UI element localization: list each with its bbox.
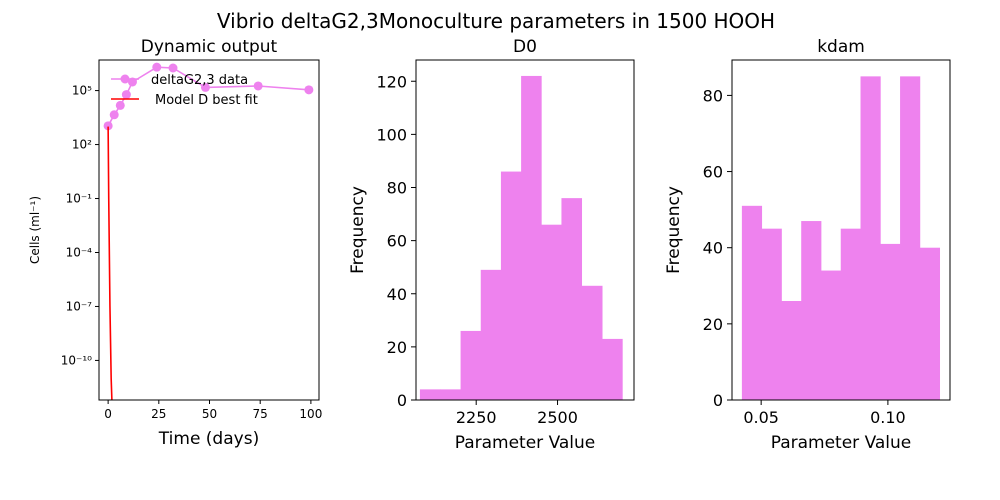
- axes-frame: [415, 59, 635, 401]
- legend: deltaG2,3 data Model D best fit: [111, 73, 258, 108]
- histogram-bar: [741, 205, 763, 400]
- legend-label-data: deltaG2,3 data: [151, 73, 248, 88]
- histogram-bar: [761, 228, 782, 400]
- axes-frame: [731, 59, 951, 401]
- x-tick-label: 0: [104, 407, 112, 421]
- y-tick-label: 10⁻¹⁰: [61, 353, 92, 367]
- x-tick-label: 2500: [537, 408, 578, 427]
- y-tick-label: 10⁵: [72, 84, 92, 98]
- histogram-bar: [561, 198, 583, 400]
- figure-suptitle: Vibrio deltaG2,3Monoculture parameters i…: [217, 9, 775, 33]
- x-tick-label: 0.05: [743, 408, 779, 427]
- histogram-bar: [781, 301, 802, 400]
- data-point: [152, 62, 162, 72]
- data-point: [109, 110, 119, 120]
- y-tick-label: 120: [376, 72, 407, 91]
- histogram-bar: [919, 247, 941, 400]
- x-tick-label: 100: [299, 407, 322, 421]
- y-tick-label: 40: [387, 285, 407, 304]
- y-tick-label: 20: [387, 338, 407, 357]
- y-tick-label: 10²: [72, 138, 92, 152]
- y-axis-label: Cells (ml⁻¹): [28, 196, 42, 264]
- histogram-bar: [900, 76, 921, 401]
- d0-histogram-panel: D0 2250 2500 0 20 40 60 80 100 120 Parameter Value…: [348, 37, 635, 453]
- y-tick-label: 80: [387, 179, 407, 198]
- y-tick-label: 80: [703, 86, 723, 105]
- x-tick-label: 25: [151, 407, 166, 421]
- y-axis-label: Frequency: [664, 186, 684, 274]
- plot-area: [103, 62, 314, 400]
- y-tick-label: 10⁻⁴: [66, 245, 93, 259]
- histogram-bar: [500, 171, 522, 400]
- data-series-line: [107, 66, 309, 127]
- y-tick-label: 10⁻¹: [66, 192, 93, 206]
- histogram-bar: [440, 389, 461, 400]
- histogram-bar: [460, 330, 482, 400]
- data-point: [103, 121, 113, 131]
- histogram-bar: [880, 243, 901, 400]
- panel-title: kdam: [817, 37, 865, 57]
- y-tick-label: 100: [376, 125, 407, 144]
- histogram-bar: [820, 270, 842, 400]
- x-axis-label: Time (days): [158, 429, 259, 449]
- panel-title: Dynamic output: [141, 37, 278, 57]
- panel-title: D0: [513, 37, 537, 57]
- histogram-bar: [521, 75, 542, 400]
- legend-data-marker: [120, 74, 130, 84]
- model-fit-line: [107, 126, 113, 400]
- y-tick-label: 10⁻⁷: [66, 299, 93, 313]
- histogram-bar: [602, 338, 623, 400]
- y-tick-label: 0: [397, 391, 407, 410]
- data-point: [200, 82, 210, 92]
- histogram-bar: [480, 269, 502, 400]
- y-tick-label: 60: [703, 163, 723, 182]
- x-axis-label: Parameter Value: [771, 433, 912, 453]
- x-tick-label: 0.10: [870, 408, 906, 427]
- x-axis-label: Parameter Value: [455, 433, 596, 453]
- histogram-bar: [801, 221, 822, 400]
- histogram-bar: [581, 285, 603, 400]
- y-tick-label: 40: [703, 239, 723, 258]
- histogram-bar: [840, 228, 861, 400]
- data-point: [253, 81, 263, 91]
- y-tick-label: 20: [703, 315, 723, 334]
- data-point: [304, 85, 314, 95]
- x-tick-label: 75: [253, 407, 268, 421]
- data-point: [168, 63, 178, 73]
- data-point: [121, 90, 131, 100]
- histogram-bar: [860, 76, 881, 401]
- x-tick-label: 50: [202, 407, 217, 421]
- histogram-bar: [419, 389, 441, 400]
- y-tick-label: 60: [387, 232, 407, 251]
- y-axis-label: Frequency: [348, 186, 368, 274]
- axes-frame: [98, 59, 320, 401]
- kdam-histogram-panel: kdam 0.05 0.10 0 20 40 60 80 Parameter Value Freq…: [664, 37, 951, 453]
- histogram-bar: [541, 224, 562, 400]
- dynamic-output-panel: Dynamic output 0 25 50 75 100 10⁻¹⁰ 10⁻⁷ 10⁻⁴ 10⁻…: [28, 37, 322, 449]
- y-tick-label: 0: [713, 391, 723, 410]
- data-point: [115, 100, 125, 110]
- x-tick-label: 2250: [456, 408, 497, 427]
- legend-label-model: Model D best fit: [155, 93, 258, 108]
